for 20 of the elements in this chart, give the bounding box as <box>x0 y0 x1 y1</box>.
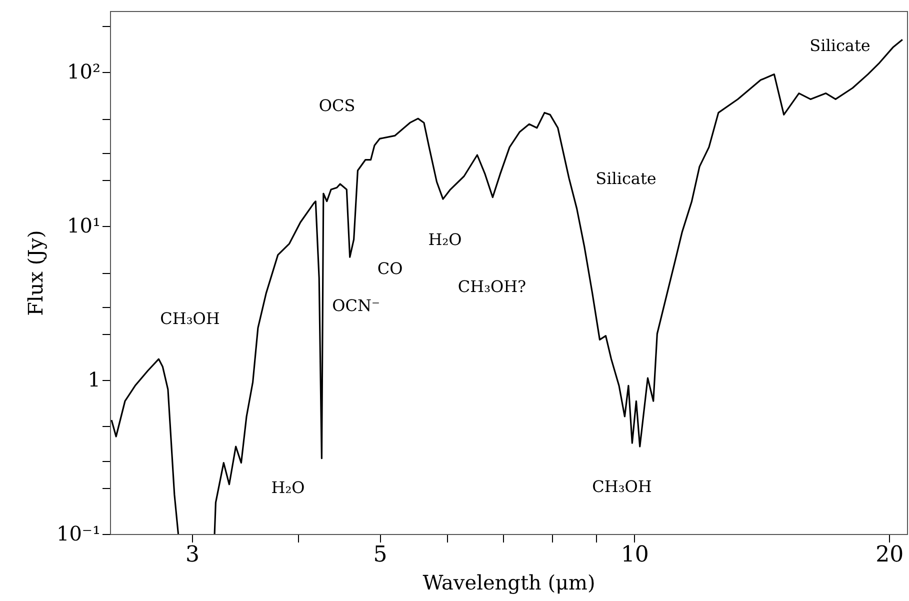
x-tick-label: 20 <box>876 542 904 568</box>
x-tick-label: 3 <box>185 542 200 568</box>
annotation: Silicate <box>810 36 870 55</box>
y-tick-label: 10⁻¹ <box>56 522 100 546</box>
annotation: CH₃OH <box>592 477 652 496</box>
annotation: Silicate <box>596 169 656 188</box>
annotation: H₂O <box>271 478 305 497</box>
annotation: CH₃OH? <box>458 277 526 296</box>
y-tick-label: 10² <box>67 60 100 84</box>
y-tick-label: 1 <box>88 368 100 392</box>
x-tick-label: 10 <box>620 542 649 568</box>
y-axis-title: Flux (Jy) <box>23 230 48 316</box>
annotation: OCN⁻ <box>332 296 380 315</box>
x-axis-title: Wavelength (μm) <box>422 570 596 594</box>
y-tick-label: 10¹ <box>67 214 100 238</box>
annotation: OCS <box>318 96 356 115</box>
annotation: CH₃OH <box>160 309 220 328</box>
x-tick-label: 5 <box>373 542 388 568</box>
annotation: H₂O <box>428 230 462 249</box>
annotation: CO <box>377 259 403 278</box>
